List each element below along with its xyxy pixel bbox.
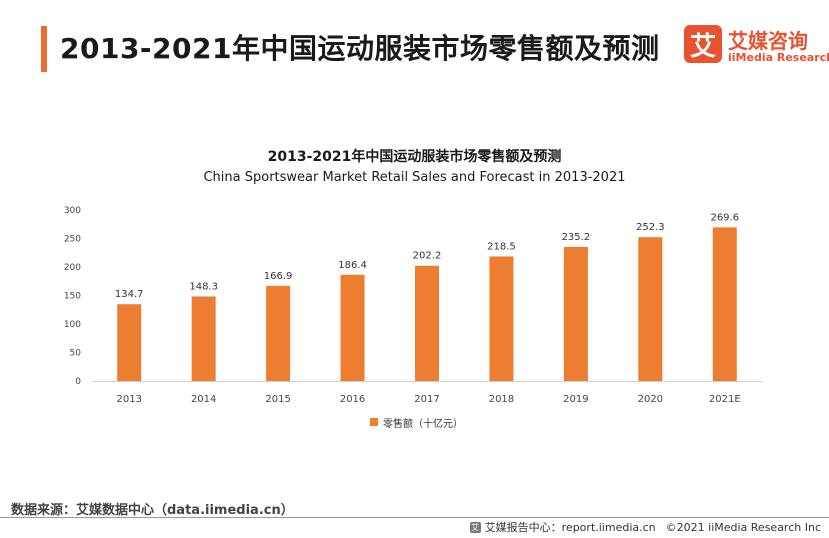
data-label: 166.9 — [264, 271, 293, 282]
report-center-icon: 艾 — [469, 521, 481, 533]
footer-divider — [0, 517, 829, 518]
x-tick-label: 2021E — [709, 394, 741, 405]
y-tick-label: 250 — [64, 235, 81, 245]
data-label: 252.3 — [636, 222, 665, 233]
logo-name-cn: 艾媒咨询 — [728, 29, 808, 53]
x-tick-label: 2013 — [116, 394, 141, 405]
report-header: 2013-2021年中国运动服装市场零售额及预测 艾 艾媒咨询 iiMedia … — [0, 0, 829, 80]
bar — [266, 285, 291, 381]
bar — [415, 265, 439, 381]
y-tick-label: 0 — [75, 377, 81, 387]
iimedia-logo: 艾 艾媒咨询 iiMedia Research — [684, 25, 829, 70]
data-label: 269.6 — [710, 212, 739, 223]
bar — [489, 256, 514, 381]
bar — [638, 237, 663, 381]
x-tick-label: 2017 — [414, 394, 439, 405]
y-tick-label: 100 — [64, 320, 81, 330]
data-source: 数据来源：艾媒数据中心（data.iimedia.cn） — [11, 503, 294, 518]
x-tick-label: 2020 — [638, 394, 663, 405]
y-tick-label: 150 — [64, 292, 81, 302]
bar — [340, 274, 365, 381]
x-tick-label: 2015 — [265, 394, 290, 405]
footer-info: 艾 艾媒报告中心：report.iimedia.cn ©2021 iiMedia… — [469, 519, 821, 535]
logo-mark-icon: 艾 — [684, 25, 722, 63]
x-tick-label: 2014 — [191, 394, 216, 405]
data-label: 186.4 — [338, 260, 367, 271]
bar — [563, 246, 588, 381]
x-tick-label: 2018 — [489, 394, 514, 405]
y-tick-label: 300 — [64, 206, 81, 216]
y-tick-label: 50 — [70, 349, 82, 359]
copyright: ©2021 iiMedia Research Inc — [665, 520, 821, 534]
x-tick-label: 2016 — [340, 394, 365, 405]
bar — [712, 227, 737, 381]
chart-subtitle: China Sportswear Market Retail Sales and… — [203, 170, 626, 185]
title-accent-bar — [41, 26, 47, 72]
chart-legend: 零售额（十亿元） — [370, 415, 463, 430]
data-label: 218.5 — [487, 241, 516, 252]
bar — [191, 296, 216, 381]
report-center-link[interactable]: 艾媒报告中心：report.iimedia.cn — [484, 521, 656, 534]
logo-name-en: iiMedia Research — [728, 51, 829, 64]
page-title: 2013-2021年中国运动服装市场零售额及预测 — [60, 32, 660, 65]
legend-label: 零售额（十亿元） — [383, 418, 463, 430]
data-label: 134.7 — [115, 289, 144, 300]
legend-swatch — [370, 418, 378, 426]
x-tick-label: 2019 — [563, 394, 588, 405]
y-tick-label: 200 — [64, 263, 81, 273]
data-label: 148.3 — [189, 281, 218, 292]
data-label: 202.2 — [413, 251, 442, 262]
bar — [117, 304, 142, 381]
data-label: 235.2 — [562, 232, 591, 243]
chart-title: 2013-2021年中国运动服装市场零售额及预测 — [267, 149, 562, 165]
